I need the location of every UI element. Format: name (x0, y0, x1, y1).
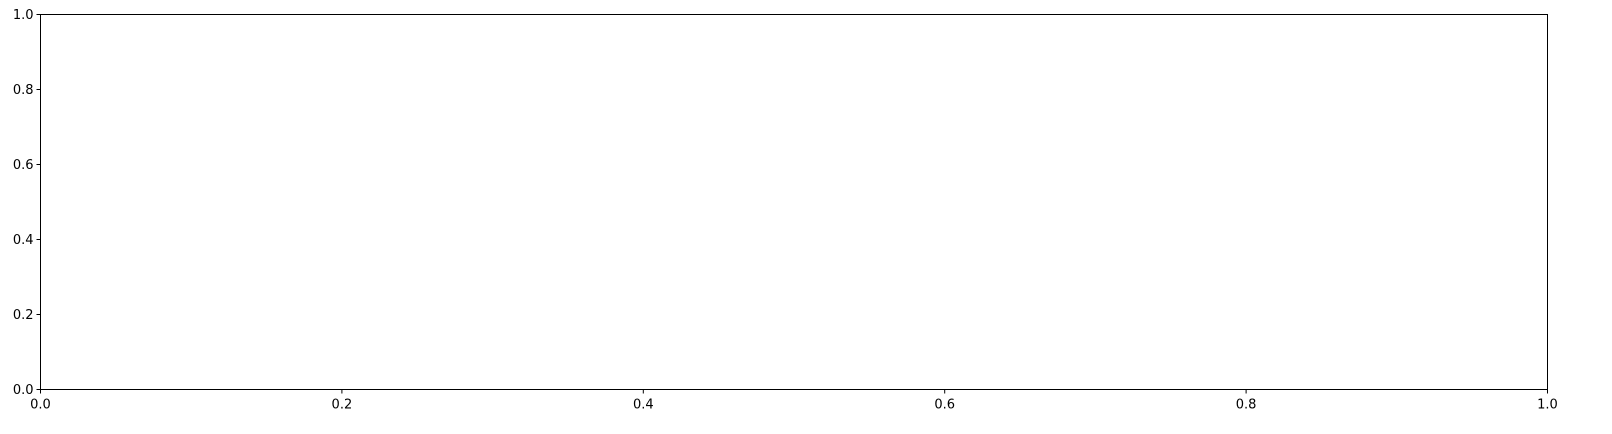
y-tick-label: 0.4 (13, 233, 34, 248)
x-tick-label: 0.6 (934, 398, 955, 413)
x-tick-label: 0.4 (633, 398, 654, 413)
y-tick-label: 0.0 (13, 383, 34, 398)
y-tick-label: 0.6 (13, 158, 34, 173)
x-tick-label: 0.2 (332, 398, 353, 413)
y-tick-label: 0.8 (13, 83, 34, 98)
y-axis: 0.0 0.2 0.4 0.6 0.8 1.0 (13, 8, 41, 398)
x-tick-label: 0.8 (1236, 398, 1257, 413)
y-tick-label: 1.0 (13, 8, 34, 23)
axes-frame (40, 14, 1548, 390)
x-tick-label: 1.0 (1537, 398, 1558, 413)
x-axis: 0.0 0.2 0.4 0.6 0.8 1.0 (30, 389, 1558, 413)
y-tick-label: 0.2 (13, 308, 34, 323)
x-tick-label: 0.0 (30, 398, 51, 413)
